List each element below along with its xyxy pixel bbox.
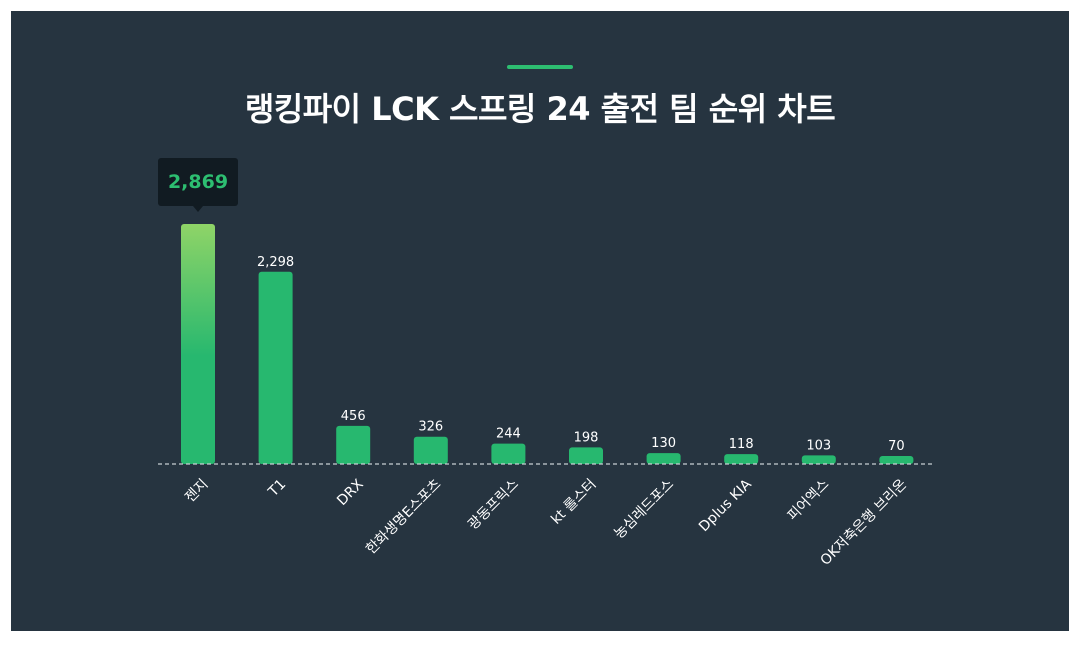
category-label-9: 피어엑스: [785, 476, 833, 524]
value-label-3: 456: [341, 409, 366, 424]
bar-6: [569, 447, 603, 464]
category-label-5: 광동프릭스: [465, 476, 522, 533]
category-label-7: 농심레드포스: [611, 476, 677, 542]
value-label-5: 244: [496, 427, 521, 442]
bar-3: [336, 425, 371, 464]
bar-2: [258, 271, 293, 464]
bar-5: [491, 443, 526, 464]
category-label-2: T1: [265, 476, 289, 500]
title-accent-line: [507, 65, 573, 69]
value-label-2: 2,298: [257, 255, 294, 270]
value-label-9: 103: [806, 438, 831, 453]
value-label-6: 198: [574, 430, 599, 445]
tooltip-arrow: [193, 206, 203, 212]
bar-1: [181, 224, 215, 464]
bar-9: [801, 455, 836, 464]
bar-7: [646, 453, 681, 464]
category-label-6: kt 롤스터: [548, 476, 599, 527]
bar-4: [413, 436, 448, 464]
bars-group: 2,298 456 326 244 198 130 118 103 70: [181, 224, 914, 464]
bar-10: [879, 456, 914, 464]
highlight-tooltip: 2,869: [158, 158, 238, 206]
value-label-8: 118: [729, 437, 754, 452]
bar-8: [724, 454, 759, 464]
category-label-8: Dplus KIA: [696, 476, 755, 535]
value-label-7: 130: [651, 436, 676, 451]
category-label-1: 젠지: [182, 476, 212, 506]
value-label-4: 326: [418, 420, 443, 435]
category-label-3: DRX: [334, 476, 367, 509]
category-label-10: OK저축은행 브리온: [818, 476, 911, 569]
chart-title: 랭킹파이 LCK 스프링 24 출전 팀 순위 차트: [244, 90, 836, 128]
category-label-4: 한화생명E스포츠: [363, 476, 444, 557]
value-label-10: 70: [888, 439, 905, 454]
